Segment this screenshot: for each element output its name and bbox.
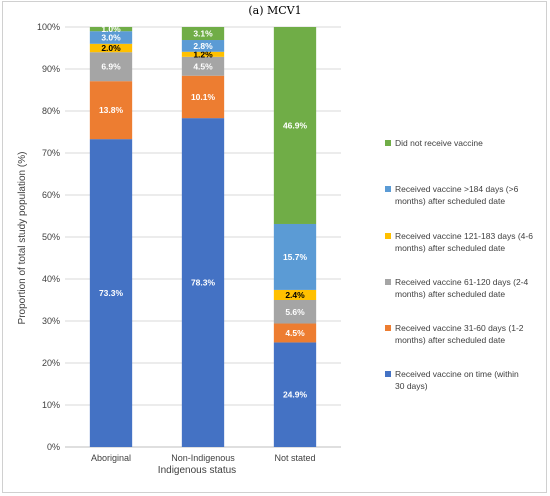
- data-label: 4.5%: [193, 61, 213, 71]
- legend-label: months) after scheduled date: [395, 335, 505, 345]
- bar-segment: [181, 118, 225, 447]
- legend-label: Received vaccine on time (within: [395, 369, 519, 379]
- x-tick-label: Not stated: [274, 453, 315, 463]
- legend-marker: [385, 186, 391, 192]
- y-tick-label: 80%: [42, 106, 60, 116]
- bars: 73.3% 13.8% 6.9% 2.0%3.0%1.0% 78.3% 10.1% 4.5%…: [89, 24, 317, 447]
- legend-marker: [385, 279, 391, 285]
- legend-marker: [385, 325, 391, 331]
- data-label: 13.8%: [99, 105, 124, 115]
- bar-segment: [273, 342, 317, 447]
- y-tick-label: 100%: [37, 22, 60, 32]
- legend-marker: [385, 140, 391, 146]
- bar-segment: [89, 27, 133, 32]
- stacked-bar-chart: (a) MCV1 0% 10% 20% 30% 40% 50% 60% 70% 80% 90% 10…: [17, 4, 533, 476]
- data-label: 15.7%: [283, 252, 308, 262]
- bar-segment: [181, 56, 225, 76]
- bar-segment: [89, 43, 133, 53]
- legend-label: 30 days): [395, 381, 428, 391]
- y-tick-label: 90%: [42, 64, 60, 74]
- y-axis-title: Proportion of total study population (%): [17, 152, 28, 325]
- bar-segment: [273, 27, 317, 224]
- x-axis-title: Indigenous status: [158, 465, 236, 476]
- bar-segment: [273, 223, 317, 290]
- legend-label: Received vaccine >184 days (>6: [395, 184, 519, 194]
- y-tick-label: 70%: [42, 148, 60, 158]
- bar-segment: [273, 289, 317, 300]
- data-label: 4.5%: [285, 328, 305, 338]
- legend: Did not receive vaccine Received vaccine …: [385, 138, 533, 391]
- legend-label: months) after scheduled date: [395, 196, 505, 206]
- data-label: 2.8%: [193, 41, 213, 51]
- data-label: 24.9%: [283, 390, 308, 400]
- legend-label: months) after scheduled date: [395, 243, 505, 253]
- bar-segment: [273, 323, 317, 343]
- x-tick-label: Aboriginal: [91, 453, 131, 463]
- x-tick-label: Non-Indigenous: [171, 453, 235, 463]
- data-label: 6.9%: [101, 62, 121, 72]
- bar-segment: [89, 81, 133, 140]
- legend-marker: [385, 233, 391, 239]
- chart-title: (a) MCV1: [248, 4, 301, 17]
- data-label: 1.2%: [193, 49, 213, 59]
- data-label: 5.6%: [285, 307, 305, 317]
- bar-segment: [89, 31, 133, 44]
- x-axis-ticks: Aboriginal Non-Indigenous Not stated: [91, 453, 316, 463]
- y-tick-label: 10%: [42, 400, 60, 410]
- bar-segment: [89, 52, 133, 82]
- data-label: 10.1%: [191, 92, 216, 102]
- y-tick-label: 20%: [42, 358, 60, 368]
- data-label: 73.3%: [99, 288, 124, 298]
- data-label: 2.4%: [285, 290, 305, 300]
- bar-segment: [181, 75, 225, 119]
- legend-label: months) after scheduled date: [395, 289, 505, 299]
- data-label: 46.9%: [283, 120, 308, 130]
- y-tick-label: 50%: [42, 232, 60, 242]
- data-label: 78.3%: [191, 278, 216, 288]
- bar-segment: [273, 300, 317, 324]
- bar-segment: [181, 40, 225, 52]
- data-label: 3.0%: [101, 33, 121, 43]
- legend-marker: [385, 371, 391, 377]
- legend-label: Received vaccine 61-120 days (2-4: [395, 277, 529, 287]
- legend-label: Received vaccine 31-60 days (1-2: [395, 323, 524, 333]
- y-axis-ticks: 0% 10% 20% 30% 40% 50% 60% 70% 80% 90% 100%: [37, 22, 60, 452]
- bar-segment: [181, 27, 225, 41]
- y-tick-label: 60%: [42, 190, 60, 200]
- data-label: 2.0%: [101, 43, 121, 53]
- y-tick-label: 0%: [47, 442, 60, 452]
- data-label: 1.0%: [101, 24, 121, 34]
- bar-segment: [181, 51, 225, 57]
- y-tick-label: 30%: [42, 316, 60, 326]
- bar-segment: [89, 139, 133, 447]
- legend-label: Did not receive vaccine: [395, 138, 483, 148]
- legend-label: Received vaccine 121-183 days (4-6: [395, 231, 533, 241]
- y-tick-label: 40%: [42, 274, 60, 284]
- data-label: 3.1%: [193, 29, 213, 39]
